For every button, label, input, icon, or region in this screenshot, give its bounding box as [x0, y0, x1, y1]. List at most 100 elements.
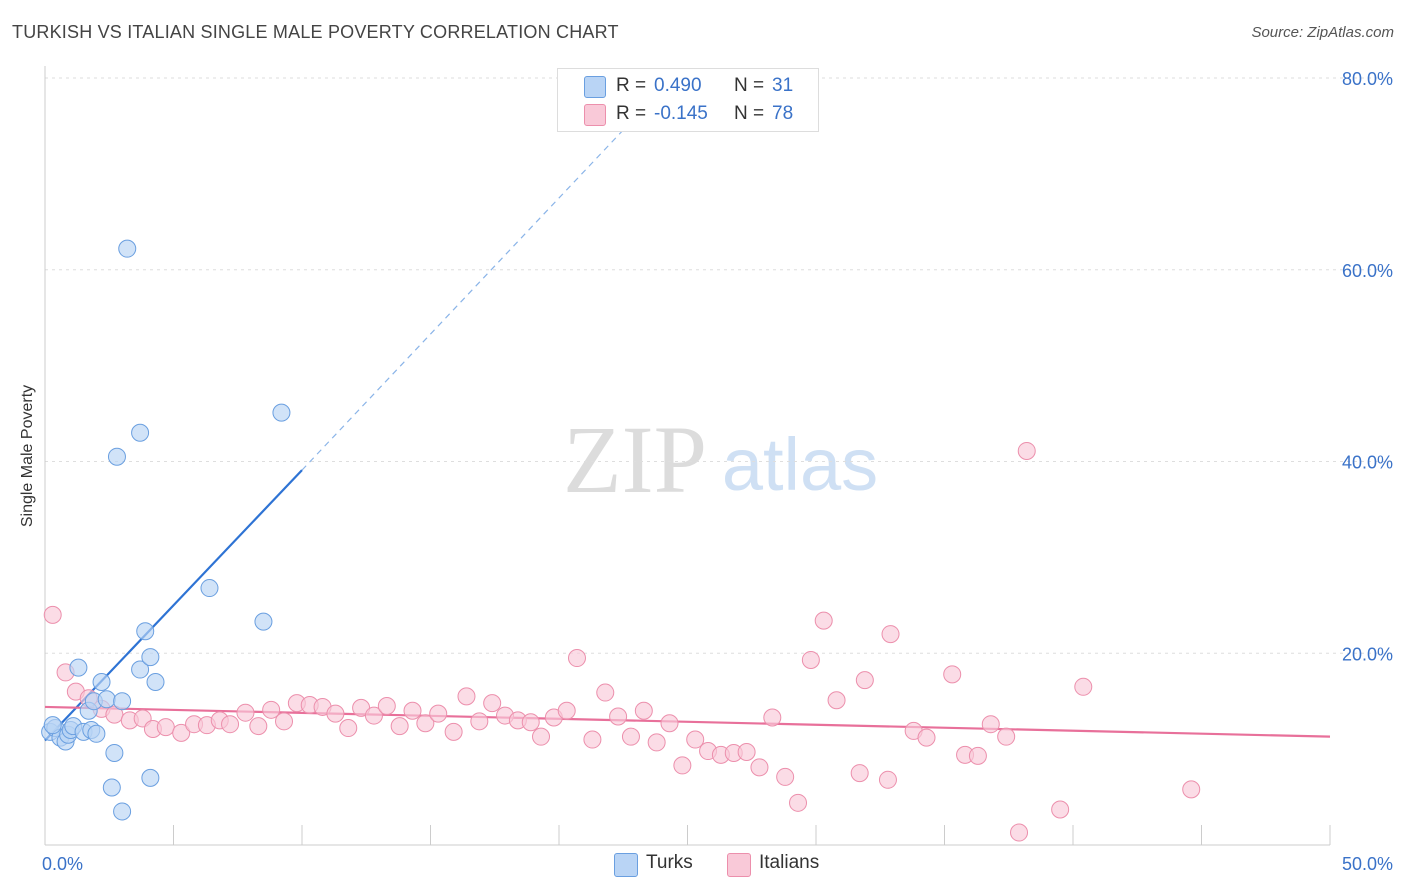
axes [44, 66, 1331, 846]
italians-point [596, 683, 615, 702]
italians-point [763, 708, 782, 727]
italians-point [1010, 823, 1029, 842]
italians-point [814, 611, 833, 630]
stats-legend: R = 0.490 N = 31 R = -0.145 N = 78 [557, 68, 819, 132]
data-points [41, 239, 1201, 842]
italians-point [156, 718, 175, 737]
italians-point [483, 694, 502, 713]
legend-label-turks: Turks [646, 852, 693, 873]
italians-point [416, 714, 435, 733]
x-tick-label: 0.0% [42, 854, 83, 874]
italians-point [470, 712, 489, 731]
italians-point [1017, 441, 1036, 460]
turks-point [69, 658, 88, 677]
italians-point [262, 700, 281, 719]
italians-point [236, 703, 255, 722]
italians-point [1074, 677, 1093, 696]
italians-point [390, 717, 409, 736]
italians-point [827, 691, 846, 710]
turks-trend-extension [301, 115, 637, 471]
y-tick-label: 40.0% [1342, 453, 1393, 473]
italians-point [750, 758, 769, 777]
n-label: N = [734, 103, 765, 124]
turks-point [43, 716, 62, 735]
italians-point [776, 767, 795, 786]
italians-point [997, 727, 1016, 746]
italians-point [660, 714, 679, 733]
italians-point [339, 719, 358, 738]
italians-point [444, 722, 463, 741]
turks-point [102, 778, 121, 797]
turks-point [254, 612, 273, 631]
gridlines [45, 77, 1392, 654]
italians-point [583, 730, 602, 749]
italians-point [609, 707, 628, 726]
italians-point [621, 727, 640, 746]
turks-point [136, 622, 155, 641]
turks-point [113, 802, 132, 821]
watermark: ZIP atlas [563, 406, 878, 513]
turks-point [113, 692, 132, 711]
italians-point [364, 706, 383, 725]
italians-point [801, 650, 820, 669]
italians-point [377, 696, 396, 715]
italians-point [429, 704, 448, 723]
turks-point [118, 239, 137, 258]
n-value: 31 [772, 75, 794, 96]
x-tick-label: 50.0% [1342, 854, 1393, 874]
turks-point [131, 660, 150, 679]
italians-point [686, 730, 705, 749]
turks-point [141, 648, 160, 667]
turks-point [107, 447, 126, 466]
italians-point [326, 704, 345, 723]
italians-point [1051, 800, 1070, 819]
y-tick-label: 80.0% [1342, 69, 1393, 89]
italians-point [221, 715, 240, 734]
chart-title: TURKISH VS ITALIAN SINGLE MALE POVERTY C… [12, 22, 619, 42]
italians-point [968, 746, 987, 765]
turks-point [92, 673, 111, 692]
italians-point [403, 701, 422, 720]
italians-point [917, 728, 936, 747]
turks-point [141, 768, 160, 787]
n-label: N = [734, 75, 765, 96]
italians-point [275, 712, 294, 731]
italians-point [647, 733, 666, 752]
italians-legend-swatch [727, 853, 751, 877]
r-label: R = [616, 103, 647, 124]
turks-legend-swatch [614, 853, 638, 877]
italians-point [557, 701, 576, 720]
italians-point [172, 723, 191, 742]
italians-point [457, 687, 476, 706]
r-value: 0.490 [654, 75, 702, 96]
turks-point [105, 743, 124, 762]
italians-swatch [584, 104, 606, 126]
italians-point [43, 605, 62, 624]
italians-point [673, 756, 692, 775]
turks-point [131, 423, 150, 442]
italians-point [1182, 780, 1201, 799]
turks-swatch [584, 76, 606, 98]
watermark-zip: ZIP [563, 406, 707, 513]
italians-trend-line [44, 705, 1331, 738]
italians-point [737, 743, 756, 762]
italians-point [567, 649, 586, 668]
italians-point [881, 625, 900, 644]
italians-point [878, 770, 897, 789]
r-label: R = [616, 75, 647, 96]
italians-point [981, 715, 1000, 734]
turks-point [200, 579, 219, 598]
turks-point [146, 673, 165, 692]
y-tick-label: 60.0% [1342, 261, 1393, 281]
n-value: 78 [772, 103, 794, 124]
turks-point [97, 690, 116, 709]
watermark-atlas: atlas [722, 423, 878, 506]
italians-point [943, 665, 962, 684]
italians-point [249, 717, 268, 736]
r-value: -0.145 [654, 103, 708, 124]
italians-point [855, 671, 874, 690]
y-tick-label: 20.0% [1342, 644, 1393, 664]
italians-point [634, 701, 653, 720]
italians-point [789, 793, 808, 812]
